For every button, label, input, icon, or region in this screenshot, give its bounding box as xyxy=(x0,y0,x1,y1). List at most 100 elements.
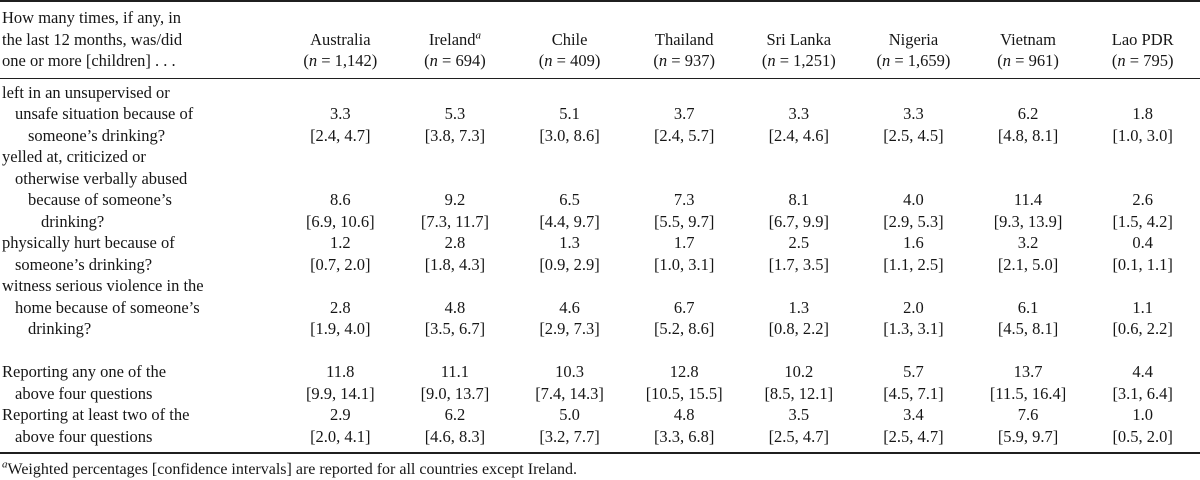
estimate-value: 1.3 xyxy=(788,297,810,317)
value-cell: 3.3 [2.5, 4.5] xyxy=(856,78,971,146)
value-cell: 6.1 [4.5, 8.1] xyxy=(971,275,1086,340)
confidence-interval: [4.5, 8.1] xyxy=(997,319,1059,338)
estimate-value: 2.8 xyxy=(444,233,466,252)
confidence-interval: [2.9, 7.3] xyxy=(539,319,600,338)
confidence-interval: [7.3, 11.7] xyxy=(420,211,489,231)
value-cell: 1.3 [0.9, 2.9] xyxy=(512,232,627,275)
value-cell: 11.1 [9.0, 13.7] xyxy=(398,340,513,405)
row-label: physically hurt because of someone’s drin… xyxy=(0,232,283,275)
estimate-value: 11.4 xyxy=(1013,190,1043,209)
estimate-value: 4.4 xyxy=(1132,362,1153,381)
row-label: Reporting any one of the above four quest… xyxy=(0,340,283,405)
estimate-value: 1.8 xyxy=(1132,104,1153,123)
confidence-interval: [1.9, 4.0] xyxy=(310,319,371,338)
confidence-interval: [0.5, 2.0] xyxy=(1112,426,1173,446)
column-header-thailand: Thailand (n = 937) xyxy=(626,1,742,79)
n-symbol: n xyxy=(308,51,318,70)
estimate-value: 5.7 xyxy=(903,362,924,381)
confidence-interval: [3.5, 6.7] xyxy=(424,319,486,338)
country-name: Thailand xyxy=(654,29,714,49)
estimate-value: 1.7 xyxy=(673,233,695,252)
confidence-interval: [2.5, 4.7] xyxy=(768,426,830,446)
value-cell: 7.6 [5.9, 9.7] xyxy=(971,404,1086,453)
row-label-line: above four questions xyxy=(15,383,153,403)
n-symbol: n xyxy=(881,51,891,70)
confidence-interval: [1.0, 3.1] xyxy=(653,254,715,274)
value-cell: 10.2 [8.5, 12.1] xyxy=(742,340,857,405)
confidence-interval: [4.4, 9.7] xyxy=(539,211,600,231)
country-name: Sri Lanka xyxy=(766,29,832,49)
value-cell: 0.4 [0.1, 1.1] xyxy=(1085,232,1200,275)
confidence-interval: [0.9, 2.9] xyxy=(539,254,600,274)
value-cell: 3.5 [2.5, 4.7] xyxy=(742,404,857,453)
column-header-ireland: Irelanda (n = 694) xyxy=(397,1,513,79)
value-cell: 11.8 [9.9, 14.1] xyxy=(283,340,398,405)
sample-size: (n = 961) xyxy=(997,51,1059,70)
value-cell: 5.1 [3.0, 8.6] xyxy=(512,78,627,146)
country-name: Australia xyxy=(310,29,371,49)
n-symbol: n xyxy=(658,51,668,70)
value-cell: 2.0 [1.3, 3.1] xyxy=(856,275,971,340)
estimate-value: 13.7 xyxy=(1013,362,1043,381)
value-cell: 8.1 [6.7, 9.9] xyxy=(742,146,857,232)
estimate-value: 1.1 xyxy=(1132,297,1153,317)
value-cell: 11.4 [9.3, 13.9] xyxy=(971,146,1086,232)
confidence-interval: [0.1, 1.1] xyxy=(1112,254,1173,274)
table-row: left in an unsupervised or unsafe situati… xyxy=(0,78,1200,146)
estimate-value: 6.5 xyxy=(559,190,580,209)
value-cell: 5.7 [4.5, 7.1] xyxy=(856,340,971,405)
sample-size: (n = 937) xyxy=(653,51,715,70)
row-label: witness serious violence in the home beca… xyxy=(0,275,283,340)
value-cell: 3.7 [2.4, 5.7] xyxy=(627,78,742,146)
prevalence-table: How many times, if any, in the last 12 m… xyxy=(0,0,1200,454)
estimate-value: 9.2 xyxy=(444,190,466,209)
value-cell: 9.2 [7.3, 11.7] xyxy=(398,146,513,232)
confidence-interval: [0.6, 2.2] xyxy=(1112,319,1173,338)
estimate-value: 10.2 xyxy=(784,362,814,381)
estimate-value: 3.7 xyxy=(673,104,695,123)
value-cell: 2.6 [1.5, 4.2] xyxy=(1085,146,1200,232)
estimate-value: 3.3 xyxy=(330,104,351,123)
column-header-vietnam: Vietnam (n = 961) xyxy=(970,1,1086,79)
confidence-interval: [3.8, 7.3] xyxy=(424,125,486,145)
confidence-interval: [11.5, 16.4] xyxy=(989,383,1067,403)
confidence-interval: [1.5, 4.2] xyxy=(1112,211,1173,231)
estimate-value: 4.0 xyxy=(903,190,924,209)
value-cell: 1.0 [0.5, 2.0] xyxy=(1085,404,1200,453)
row-label: yelled at, criticized or otherwise verbal… xyxy=(0,146,283,232)
table-row: Reporting at least two of the above four … xyxy=(0,404,1200,453)
sample-size: (n = 1,142) xyxy=(303,51,378,70)
confidence-interval: [0.8, 2.2] xyxy=(768,319,830,338)
estimate-value: 3.3 xyxy=(903,104,924,123)
country-name: Chile xyxy=(551,29,588,49)
confidence-interval: [0.7, 2.0] xyxy=(310,254,371,274)
n-symbol: n xyxy=(767,51,776,70)
n-symbol: n xyxy=(544,51,553,70)
row-label: left in an unsupervised or unsafe situati… xyxy=(0,78,283,146)
row-label-line: because of someone’s xyxy=(28,190,172,209)
estimate-value: 3.2 xyxy=(1017,233,1039,252)
estimate-value: 2.8 xyxy=(330,297,351,317)
confidence-interval: [2.9, 5.3] xyxy=(883,211,944,231)
value-cell: 1.3 [0.8, 2.2] xyxy=(742,275,857,340)
row-label-line: unsafe situation because of xyxy=(15,104,194,123)
row-label-line: above four questions xyxy=(15,426,153,446)
estimate-value: 2.0 xyxy=(903,297,924,317)
confidence-interval: [2.1, 5.0] xyxy=(997,254,1059,274)
row-label-line: drinking? xyxy=(28,319,92,338)
confidence-interval: [1.1, 2.5] xyxy=(883,254,944,274)
value-cell: 1.1 [0.6, 2.2] xyxy=(1085,275,1200,340)
row-label-line: yelled at, criticized or xyxy=(2,147,146,166)
value-cell: 1.8 [1.0, 3.0] xyxy=(1085,78,1200,146)
value-cell: 3.3 [2.4, 4.6] xyxy=(742,78,857,146)
country-name: Nigeria xyxy=(888,29,939,49)
column-header-sri-lanka: Sri Lanka (n = 1,251) xyxy=(741,1,857,79)
confidence-interval: [9.3, 13.9] xyxy=(993,211,1063,231)
row-label-line: Reporting any one of the xyxy=(2,362,167,381)
table-row: physically hurt because of someone’s drin… xyxy=(0,232,1200,275)
estimate-value: 1.0 xyxy=(1132,405,1153,424)
footnote-text: Weighted percentages [confidence interva… xyxy=(7,461,578,478)
value-cell: 13.7 [11.5, 16.4] xyxy=(971,340,1086,405)
estimate-value: 6.1 xyxy=(1017,297,1039,317)
header-row: How many times, if any, in the last 12 m… xyxy=(0,1,1200,79)
